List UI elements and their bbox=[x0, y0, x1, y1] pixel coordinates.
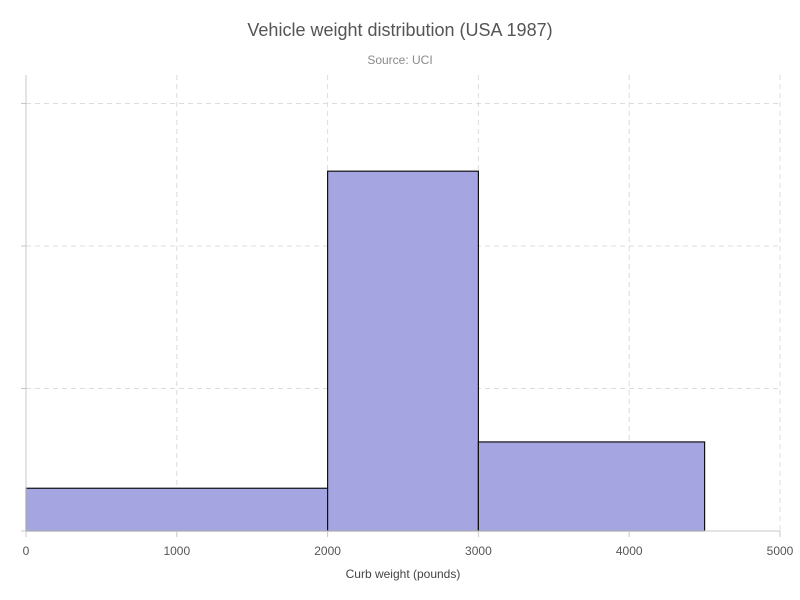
tick-label-layer: 0 1000 2000 3000 4000 5000 bbox=[23, 544, 794, 558]
x-tick-label-2: 2000 bbox=[314, 544, 341, 558]
x-tick-label-4: 4000 bbox=[616, 544, 643, 558]
bar-layer bbox=[25, 170, 706, 532]
x-tick-label-0: 0 bbox=[23, 544, 30, 558]
chart-title: Vehicle weight distribution (USA 1987) bbox=[247, 20, 553, 40]
x-tick-label-5: 5000 bbox=[767, 544, 794, 558]
histogram-bar-1 bbox=[327, 170, 480, 532]
x-tick-label-3: 3000 bbox=[465, 544, 492, 558]
x-tick-label-1: 1000 bbox=[163, 544, 190, 558]
histogram-bar-2 bbox=[477, 441, 706, 532]
histogram-bar-0 bbox=[25, 487, 329, 532]
x-axis-label: Curb weight (pounds) bbox=[345, 567, 461, 581]
axis-layer bbox=[21, 75, 781, 537]
chart-subtitle: Source: UCI bbox=[367, 53, 433, 67]
